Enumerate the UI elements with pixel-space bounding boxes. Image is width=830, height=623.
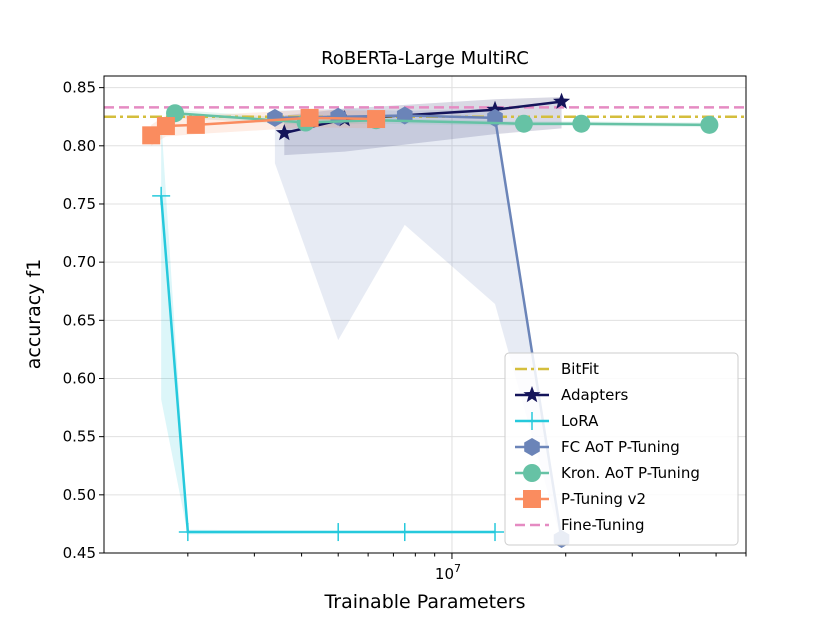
legend-label: BitFit	[561, 360, 599, 378]
y-tick-label: 0.50	[63, 486, 96, 504]
y-tick-label: 0.85	[63, 79, 96, 97]
legend-entry: FC AoT P-Tuning	[515, 438, 680, 456]
chart-title: RoBERTa-Large MultiRC	[321, 48, 529, 69]
point-marker	[486, 100, 504, 118]
series-p-tuning-v2	[142, 108, 386, 145]
point-marker	[329, 523, 348, 542]
legend-label: P-Tuning v2	[561, 490, 646, 508]
legend-entry: Fine-Tuning	[515, 516, 645, 534]
legend: BitFit Adapters LoRA FC AoT P-Tuning Kron. A…	[504, 352, 739, 546]
point-marker	[142, 126, 161, 145]
x-axis-title: Trainable Parameters	[323, 591, 525, 613]
point-marker	[523, 464, 541, 482]
point-marker	[524, 438, 540, 456]
legend-entry: LoRA	[515, 412, 599, 430]
point-marker	[267, 108, 283, 127]
legend-entry: BitFit	[515, 360, 599, 378]
point-marker	[178, 523, 197, 542]
legend-entry: Kron. AoT P-Tuning	[515, 464, 700, 482]
legend-entry: P-Tuning v2	[515, 490, 646, 508]
y-tick-label: 0.75	[63, 195, 96, 213]
y-tick-label: 0.70	[63, 253, 96, 271]
band-fc-aot-p-tuning	[274, 108, 562, 542]
point-marker	[523, 490, 541, 508]
legend-label: Fine-Tuning	[561, 516, 645, 534]
point-marker	[395, 523, 414, 542]
series-line	[174, 111, 710, 127]
y-tick-label: 0.65	[63, 311, 96, 329]
point-marker	[572, 114, 591, 133]
point-marker	[523, 386, 541, 403]
y-tick-label: 0.80	[63, 137, 96, 155]
legend-label: Kron. AoT P-Tuning	[561, 464, 700, 482]
point-marker	[700, 115, 719, 134]
legend-entry: Adapters	[515, 386, 629, 404]
point-marker	[275, 124, 293, 141]
series-layer	[142, 92, 719, 549]
point-marker	[514, 114, 533, 133]
series-lora	[152, 186, 505, 542]
legend-box	[504, 352, 739, 546]
point-marker	[300, 108, 319, 127]
tick-layer: 0.45 0.50 0.55 0.60 0.65 0.70 0.75 0.80 0.85 107	[63, 79, 747, 583]
y-tick-label: 0.55	[63, 428, 96, 446]
legend-label: Adapters	[561, 386, 629, 404]
point-marker	[152, 186, 171, 205]
plot-frame	[103, 75, 747, 554]
point-marker	[186, 115, 205, 134]
x-tick-label: 107	[435, 562, 461, 583]
y-tick-label: 0.45	[63, 544, 96, 562]
legend-label: LoRA	[561, 412, 599, 430]
point-marker	[156, 117, 175, 136]
legend-label: FC AoT P-Tuning	[561, 438, 680, 456]
grid-layer	[104, 76, 746, 554]
reference-lines	[104, 106, 746, 118]
y-axis-title: accuracy f1	[23, 259, 45, 370]
point-marker	[486, 523, 505, 542]
y-tick-label: 0.60	[63, 369, 96, 387]
point-marker	[367, 110, 386, 129]
point-marker	[552, 92, 571, 109]
point-marker	[523, 412, 541, 430]
